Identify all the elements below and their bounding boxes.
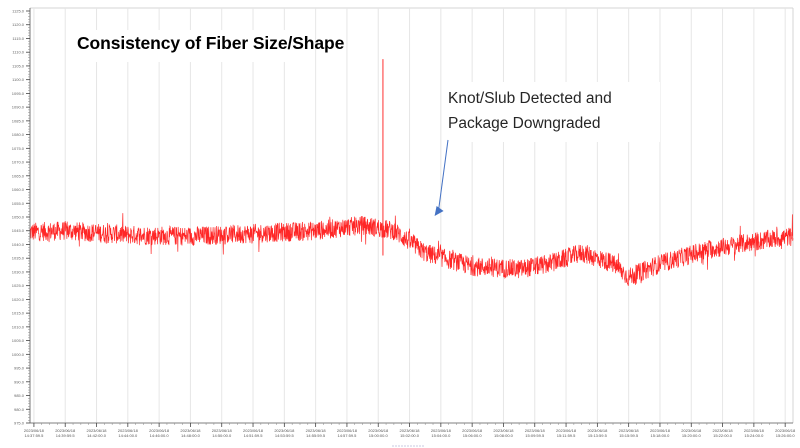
series-fiber-size [29, 59, 794, 286]
x-tick-label: 15:22:00.0 [713, 433, 733, 438]
annotation-line-2: Package Downgraded [448, 115, 601, 132]
y-tick-label: 1015.0 [12, 311, 25, 316]
x-tick-date: 2023/06/18 [525, 428, 546, 433]
y-tick-label: 990.0 [14, 379, 25, 384]
y-tick-label: 1010.0 [12, 324, 25, 329]
x-tick-label: 14:42:00.0 [87, 433, 107, 438]
x-tick-label: 15:11:59.5 [557, 433, 576, 438]
x-tick-date: 2023/06/18 [368, 428, 389, 433]
x-tick-label: 14:48:00.0 [181, 433, 201, 438]
x-tick-label: 15:06:00.0 [463, 433, 483, 438]
y-tick-label: 1055.0 [12, 201, 25, 206]
y-tick-label: 1050.0 [12, 215, 25, 220]
y-tick-label: 1090.0 [12, 105, 25, 110]
title-background [72, 30, 287, 62]
x-tick-label: 14:50:00.0 [212, 433, 232, 438]
chart-title: Consistency of Fiber Size/Shape [77, 33, 345, 53]
y-tick-label: 975.0 [14, 421, 25, 426]
y-tick-label: 985.0 [14, 393, 25, 398]
x-tick-label: 14:39:59.5 [56, 433, 76, 438]
x-tick-label: 14:44:00.0 [118, 433, 138, 438]
x-tick-label: 15:26:00.0 [776, 433, 796, 438]
x-tick-date: 2023/06/18 [337, 428, 358, 433]
y-tick-label: 980.0 [14, 407, 25, 412]
y-axis: 1125.0 1120.0 1115.0 1110.0 1105.0 1100.0 1095… [12, 8, 31, 426]
y-tick-label: 1035.0 [12, 256, 25, 261]
x-tick-date: 2023/06/18 [650, 428, 671, 433]
y-tick-label: 1115.0 [12, 36, 24, 41]
y-tick-label: 1025.0 [12, 283, 25, 288]
y-tick-label: 1005.0 [12, 338, 25, 343]
x-tick-label: 14:53:59.5 [275, 433, 295, 438]
x-tick-label: 14:37:59.5 [24, 433, 44, 438]
x-tick-label: 15:08:00.0 [494, 433, 514, 438]
x-tick-label: 15:20:00.0 [682, 433, 702, 438]
x-tick-date: 2023/06/18 [619, 428, 640, 433]
y-tick-label: 1020.0 [12, 297, 25, 302]
x-tick-date: 2023/06/18 [180, 428, 201, 433]
x-tick-label: 15:15:59.5 [619, 433, 639, 438]
x-tick-date: 2023/06/18 [87, 428, 108, 433]
x-tick-date: 2023/06/18 [587, 428, 608, 433]
annotation-line-1: Knot/Slub Detected and [448, 90, 612, 107]
y-tick-label: 1040.0 [12, 242, 25, 247]
x-tick-date: 2023/06/18 [713, 428, 734, 433]
x-tick-date: 2023/06/18 [775, 428, 796, 433]
y-tick-label: 995.0 [14, 366, 25, 371]
y-tick-label: 1125.0 [12, 9, 25, 14]
x-tick-date: 2023/06/18 [118, 428, 139, 433]
y-tick-label: 1120.0 [12, 22, 25, 27]
y-tick-label: 1060.0 [12, 187, 25, 192]
x-tick-label: 15:13:59.5 [588, 433, 608, 438]
x-tick-date: 2023/06/18 [24, 428, 45, 433]
x-tick-label: 15:02:00.0 [400, 433, 420, 438]
y-tick-label: 1080.0 [12, 132, 25, 137]
y-tick-label: 1070.0 [12, 160, 25, 165]
annotation-background [445, 82, 660, 142]
y-tick-label: 1100.0 [12, 77, 25, 82]
x-tick-date: 2023/06/18 [681, 428, 702, 433]
y-tick-label: 1095.0 [12, 91, 25, 96]
x-tick-label: 14:57:59.5 [337, 433, 357, 438]
y-tick-label: 1085.0 [12, 118, 25, 123]
grid-lines [30, 7, 794, 423]
x-tick-label: 14:46:00.0 [150, 433, 170, 438]
y-tick-label: 1075.0 [12, 146, 25, 151]
x-tick-label: 15:24:00.0 [744, 433, 764, 438]
y-tick-label: 1105.0 [12, 63, 25, 68]
x-tick-label: 14:51:59.5 [244, 433, 264, 438]
x-tick-date: 2023/06/18 [212, 428, 233, 433]
series-line [29, 213, 794, 286]
x-tick-date: 2023/06/18 [493, 428, 514, 433]
x-tick-date: 2023/06/18 [556, 428, 577, 433]
x-tick-label: 14:55:59.5 [306, 433, 326, 438]
x-tick-label: 15:00:00.0 [369, 433, 389, 438]
x-tick-date: 2023/06/18 [744, 428, 765, 433]
x-tick-date: 2023/06/18 [149, 428, 170, 433]
y-tick-label: 1065.0 [12, 173, 25, 178]
x-tick-label: 15:09:59.5 [525, 433, 545, 438]
x-tick-label: 15:18:00.0 [651, 433, 671, 438]
x-tick-date: 2023/06/18 [243, 428, 264, 433]
y-tick-label: 1045.0 [12, 228, 25, 233]
x-tick-date: 2023/06/18 [462, 428, 483, 433]
x-tick-date: 2023/06/18 [55, 428, 76, 433]
y-tick-label: 1030.0 [12, 269, 25, 274]
x-tick-date: 2023/06/18 [400, 428, 421, 433]
x-tick-date: 2023/06/18 [431, 428, 452, 433]
x-axis: 2023/06/1814:37:59.52023/06/1814:39:59.5… [24, 422, 796, 438]
x-tick-label: 15:04:00.0 [431, 433, 451, 438]
y-tick-label: 1110.0 [12, 50, 24, 55]
x-tick-date: 2023/06/18 [306, 428, 327, 433]
x-tick-date: 2023/06/18 [274, 428, 295, 433]
y-tick-label: 1000.0 [12, 352, 25, 357]
